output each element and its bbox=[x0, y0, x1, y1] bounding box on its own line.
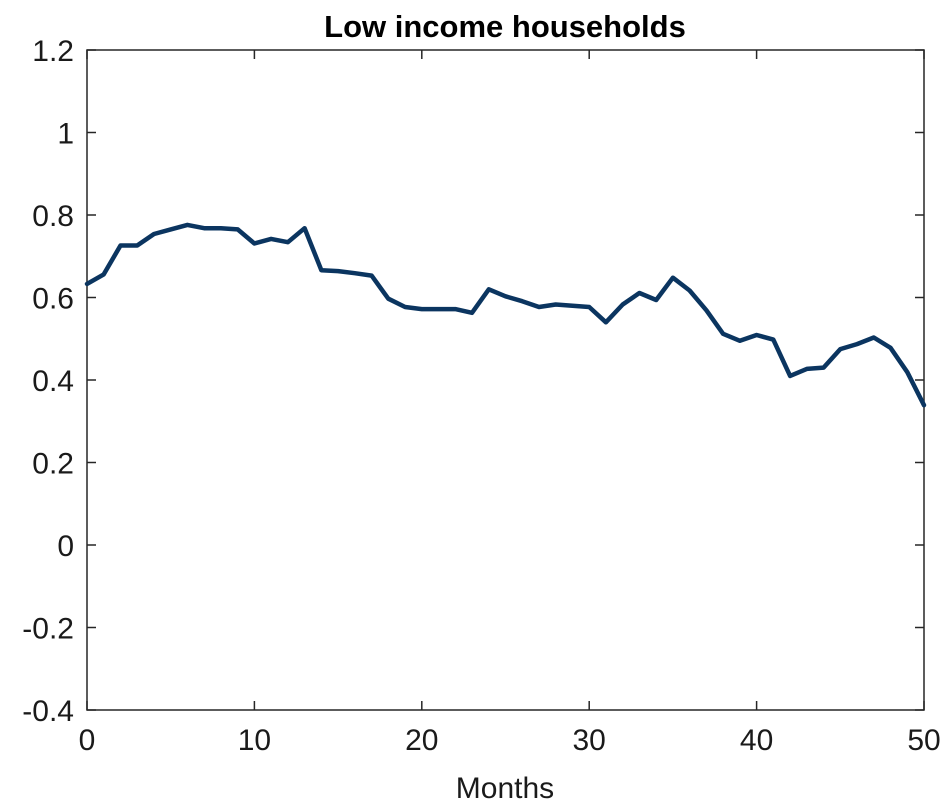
y-tick-label: 1.2 bbox=[32, 35, 74, 68]
y-tick-label: 1 bbox=[57, 118, 74, 151]
series-group bbox=[84, 222, 927, 408]
plot-box bbox=[86, 49, 925, 711]
x-tick-label: 20 bbox=[405, 724, 438, 757]
series-line bbox=[84, 222, 927, 408]
x-tick-label: 30 bbox=[573, 724, 606, 757]
y-tick-label: -0.4 bbox=[22, 695, 74, 728]
y-tick-label: 0.8 bbox=[32, 200, 74, 233]
x-axis: 0 10 20 30 40 50 bbox=[79, 50, 941, 757]
plot-frame bbox=[86, 49, 925, 711]
y-tick-label: -0.2 bbox=[22, 613, 74, 646]
y-tick-label: 0.4 bbox=[32, 365, 74, 398]
x-tick-label: 10 bbox=[238, 724, 271, 757]
x-tick-label: 50 bbox=[907, 724, 940, 757]
y-tick-label: 0 bbox=[57, 530, 74, 563]
x-tick-label: 0 bbox=[79, 724, 96, 757]
y-tick-label: 0.6 bbox=[32, 283, 74, 316]
y-tick-label: 0.2 bbox=[32, 448, 74, 481]
y-axis: -0.4 -0.2 0 0.2 0.4 0.6 0.8 1 1.2 bbox=[22, 35, 924, 728]
x-tick-label: 40 bbox=[740, 724, 773, 757]
x-axis-label: Months bbox=[456, 772, 554, 802]
chart-title: Low income households bbox=[324, 9, 686, 44]
